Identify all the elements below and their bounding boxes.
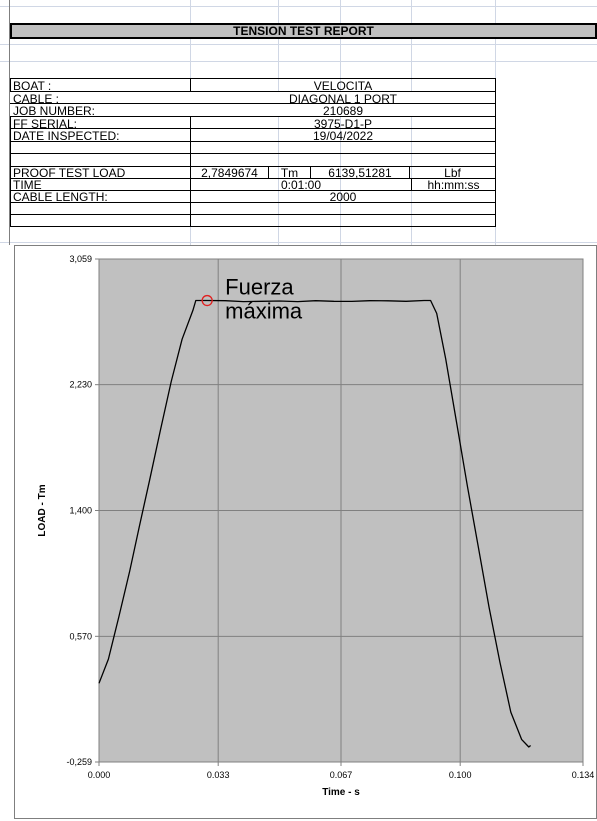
proof-test-load-tm: 2,7849674 [201,166,258,180]
job-number-label: JOB NUMBER: [13,104,96,118]
x-tick-label: 0.033 [207,770,230,780]
x-tick-label: 0.100 [449,770,472,780]
y-tick-label: 0,570 [69,631,92,641]
chart-svg: 0.000 0.033 0.067 0.100 0.134 -0,259 0,570 1,40… [37,254,595,798]
y-tick-label: -0,259 [66,757,92,767]
time-unit: hh:mm:ss [427,178,480,192]
proof-test-load-lbf-unit: Lbf [444,166,461,180]
report-title: TENSION TEST REPORT [10,23,597,39]
cable-length-label: CABLE LENGTH: [13,190,108,204]
y-tick-label: 2,230 [69,380,92,390]
y-axis-title: LOAD - Tm [37,484,48,536]
time-label: TIME [13,178,42,192]
annotation-line1: Fuerza [225,275,294,300]
cable-length-value: 2000 [329,190,357,204]
boat-value: VELOCITA [313,79,373,93]
time-value: 0:01:00 [280,178,322,192]
ff-serial-label: FF SERIAL: [13,117,78,131]
boat-label: BOAT : [13,79,52,93]
y-tick-label: 1,400 [69,506,92,516]
proof-test-load-tm-unit: Tm [280,166,299,180]
load-series-line [98,299,532,748]
x-tick-label: 0.000 [88,770,111,780]
cable-value: DIAGONAL 1 PORT [288,92,398,106]
spreadsheet-gridlines [0,0,597,245]
x-axis-title: Time - s [322,787,360,798]
proof-test-load-lbf: 6139,51281 [328,166,392,180]
ff-serial-value: 3975-D1-P [313,117,373,131]
annotation-line2: máxima [225,299,303,324]
job-number-value: 210689 [322,104,364,118]
y-tick-label: 3,059 [69,254,92,264]
date-inspected-label: DATE INSPECTED: [13,129,120,143]
proof-test-load-label: PROOF TEST LOAD [13,166,126,180]
x-tick-label: 0.067 [330,770,353,780]
date-inspected-value: 19/04/2022 [312,129,374,143]
x-tick-label: 0.134 [572,770,595,780]
max-force-marker [201,294,213,307]
chart: 0.000 0.033 0.067 0.100 0.134 -0,259 0,570 1,40… [14,245,597,819]
cable-label: CABLE : [13,92,60,106]
